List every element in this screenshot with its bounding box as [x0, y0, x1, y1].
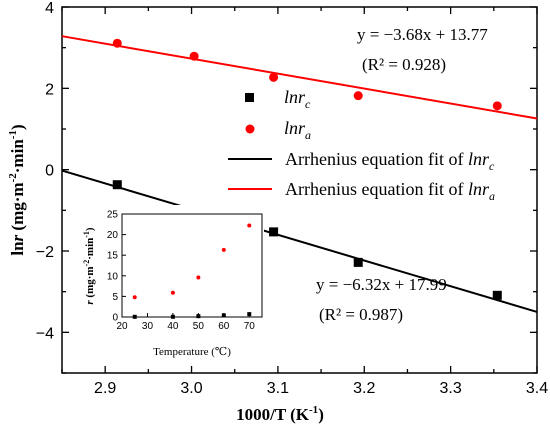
inset-point-r_a — [221, 247, 226, 252]
inset-point-r_a — [170, 290, 175, 295]
main-plot-frame — [61, 6, 538, 374]
inset-point-r_c — [132, 314, 137, 319]
main-x-tick-label: 3.0 — [180, 380, 202, 397]
inset-point-r_c — [170, 314, 175, 319]
fit-line-c — [61, 169, 538, 313]
fit-r2-c: (R² = 0.987) — [319, 305, 403, 324]
point-lnr_c — [492, 290, 502, 300]
legend: lnrc lnra Arrhenius equation fit of lnrc… — [228, 87, 495, 203]
inset-data-points — [132, 223, 252, 319]
main-x-tick-label: 2.9 — [94, 380, 116, 397]
inset-point-r_a — [196, 275, 201, 280]
inset-y-tick-label: 5 — [112, 292, 118, 303]
point-lnr_c — [112, 180, 122, 190]
legend-label-lnr-c: lnrc — [284, 87, 311, 111]
inset-x-tick-label: 40 — [167, 321, 179, 332]
legend-marker-lnr-a — [245, 124, 255, 134]
main-y-tick-label: −2 — [36, 244, 54, 261]
inset-chart: 20 30 40 50 60 70 0 5 10 15 20 25 Temperature (℃) r… — [82, 205, 264, 358]
fit-line-a — [61, 35, 538, 120]
inset-x-tick-label: 20 — [116, 321, 128, 332]
inset-point-r_c — [221, 313, 226, 318]
point-lnr_c — [353, 257, 363, 267]
main-y-tick-label: 2 — [45, 81, 54, 98]
legend-label-fit-c: Arrhenius equation fit of lnrc — [285, 149, 495, 173]
inset-axis-ticks: 20 30 40 50 60 70 0 5 10 15 20 25 — [107, 210, 255, 333]
inset-y-tick-label: 10 — [107, 271, 119, 282]
point-lnr_a — [353, 91, 363, 101]
main-y-tick-label: 4 — [45, 0, 54, 17]
point-lnr_c — [269, 227, 279, 237]
inset-background — [84, 205, 264, 333]
main-axis-ticks: 2.9 3.0 3.1 3.2 3.3 3.4 −4 −2 0 2 4 — [36, 0, 548, 397]
legend-label-fit-a: Arrhenius equation fit of lnra — [285, 179, 495, 203]
legend-marker-lnr-c — [245, 93, 254, 102]
fit-r2-a: (R² = 0.928) — [362, 55, 446, 74]
fit-equation-c: y = −6.32x + 17.99 — [316, 275, 447, 294]
main-x-axis-title: 1000/T (K-1) — [236, 404, 324, 424]
inset-y-tick-label: 15 — [107, 251, 119, 262]
main-x-tick-label: 3.1 — [267, 380, 289, 397]
inset-point-r_a — [132, 295, 137, 300]
point-lnr_a — [112, 38, 122, 48]
main-y-tick-label: 0 — [45, 163, 54, 180]
main-y-axis-title: lnr (mg·m-2·min-1) — [7, 124, 27, 255]
main-x-tick-label: 3.3 — [440, 380, 462, 397]
inset-plot-frame — [121, 213, 263, 318]
inset-point-r_c — [247, 312, 252, 317]
inset-point-r_c — [196, 314, 201, 319]
inset-x-tick-label: 60 — [218, 321, 230, 332]
inset-y-axis-title: r (mg·m-2·min-1) — [82, 227, 96, 305]
point-lnr_a — [269, 72, 279, 82]
inset-x-tick-label: 70 — [244, 321, 256, 332]
main-x-tick-label: 3.4 — [526, 380, 548, 397]
inset-x-tick-label: 30 — [142, 321, 154, 332]
inset-y-tick-label: 20 — [107, 230, 119, 241]
main-y-tick-label: −4 — [36, 325, 54, 342]
inset-y-tick-label: 25 — [107, 210, 119, 221]
inset-x-axis-title: Temperature (℃) — [153, 346, 231, 358]
point-lnr_a — [189, 51, 199, 61]
inset-point-r_a — [247, 223, 252, 228]
point-lnr_a — [492, 101, 502, 111]
fit-equation-a: y = −3.68x + 13.77 — [357, 25, 488, 44]
legend-label-lnr-a: lnra — [284, 118, 311, 142]
inset-y-tick-label: 0 — [112, 313, 118, 324]
main-x-tick-label: 3.2 — [353, 380, 375, 397]
main-fit-lines — [61, 35, 538, 313]
inset-x-tick-label: 50 — [193, 321, 205, 332]
main-data-points — [112, 38, 502, 300]
